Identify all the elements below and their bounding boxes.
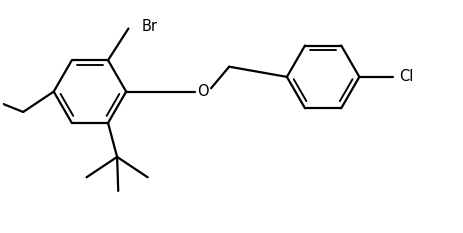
Text: Cl: Cl [398,69,413,84]
Text: Br: Br [142,19,158,34]
Text: O: O [197,84,208,99]
